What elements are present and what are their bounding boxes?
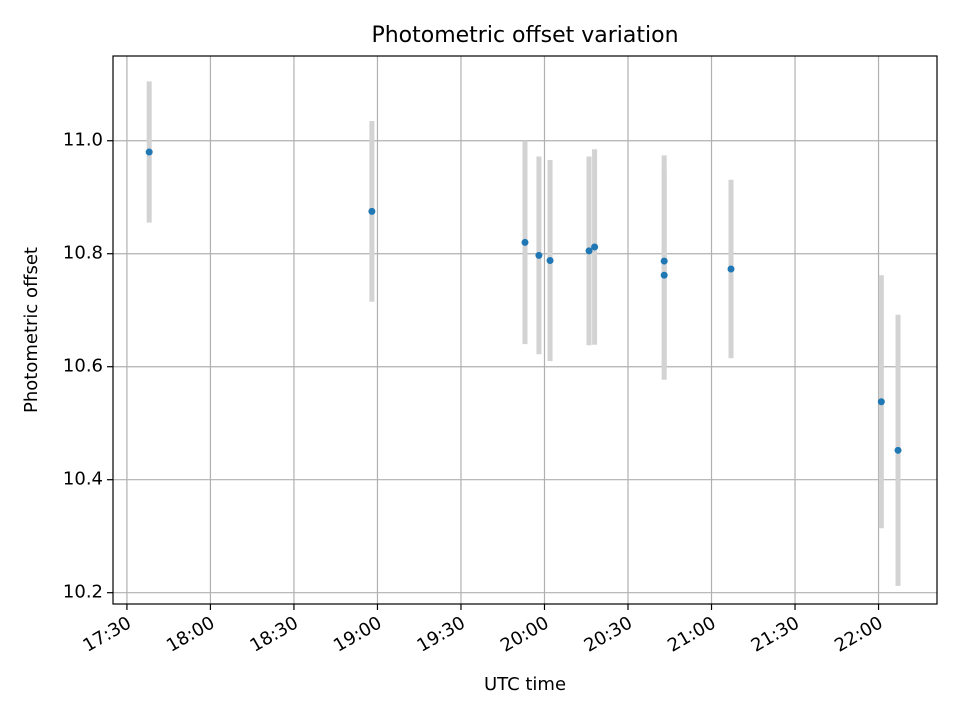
data-points [145, 148, 902, 454]
data-point [546, 257, 554, 265]
data-point [877, 398, 885, 406]
grid [113, 56, 937, 604]
data-point [145, 148, 153, 156]
data-point [660, 257, 668, 265]
y-tick-label: 11.0 [63, 130, 103, 151]
y-tick-label: 10.4 [63, 469, 103, 490]
data-point [521, 238, 529, 246]
plot-frame [112, 55, 938, 605]
chart-title: Photometric offset variation [371, 23, 678, 48]
data-point [368, 207, 376, 215]
data-point [894, 446, 902, 454]
x-axis-label: UTC time [484, 674, 566, 695]
data-point [585, 247, 593, 255]
y-axis-label: Photometric offset [21, 247, 42, 413]
y-tick-label: 10.6 [63, 356, 103, 377]
data-point [535, 251, 543, 259]
data-point [591, 243, 599, 251]
data-point [660, 271, 668, 279]
data-point [727, 265, 735, 273]
y-tick-label: 10.2 [63, 582, 103, 603]
y-tick-label: 10.8 [63, 243, 103, 264]
